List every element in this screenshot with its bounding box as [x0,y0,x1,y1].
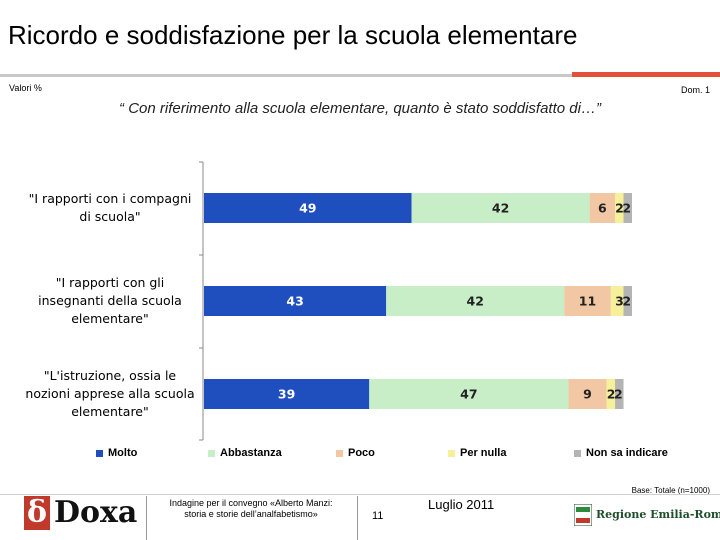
legend-swatch [448,449,455,457]
data-label: 42 [492,201,509,216]
bar-segment-non-sa-indicare [615,379,624,409]
category-label-line: elementare" [71,404,149,419]
bar-segment-poco [564,286,611,316]
region-logo: Regione Emilia-Romagna [574,502,720,532]
category-label: "I rapporti con i compagni di scuola" [29,191,192,224]
region-name: Regione Emilia-Romagna [596,508,720,521]
bar-segment-per-nulla [615,193,624,223]
category-label: "L'istruzione, ossia le nozioni apprese a… [25,368,194,419]
bar-segment-poco [568,379,607,409]
category-label-line: di scuola" [79,209,140,224]
legend-swatch [336,449,343,457]
data-label: 2 [614,387,623,402]
data-label: 2 [622,294,631,309]
legend-swatch [574,449,581,457]
footer-divider [0,494,720,495]
values-unit-label: Valori % [9,83,42,93]
data-label: 49 [299,201,316,216]
data-label: 11 [579,294,596,309]
report-date: Luglio 2011 [428,497,495,512]
page-title: Ricordo e soddisfazione per la scuola el… [8,20,578,50]
survey-question: “ Con riferimento alla scuola elementare… [119,100,601,117]
data-label: 2 [607,387,616,402]
legend-item: Non sa indicare [574,447,668,459]
legend-swatch [96,449,103,457]
bar-segment-abbastanza [386,286,565,316]
stacked-bar-chart: "I rapporti con i compagni di scuola" 49 42… [25,161,632,441]
data-label: 47 [460,387,477,402]
legend-swatch [208,449,215,457]
legend-item: Molto [96,447,137,459]
footer-info-box [146,496,358,540]
region-flag-icon [574,504,592,526]
bar-segment-per-nulla [610,286,624,316]
data-label: 43 [286,294,303,309]
legend-label: Per nulla [460,447,507,459]
legend-item: Poco [336,447,375,459]
category-label-line: elementare" [71,311,149,326]
bar-segment-non-sa-indicare [623,286,632,316]
doxa-logo-word: Doxa [54,495,138,530]
question-number: Dom. 1 [680,85,710,95]
legend-label: Poco [348,447,375,459]
bar-segment-abbastanza [411,193,590,223]
data-label: 2 [622,201,631,216]
legend-label: Molto [108,447,138,459]
data-label: 39 [278,387,295,402]
data-label: 2 [615,201,624,216]
legend-label: Abbastanza [220,447,282,459]
title-underline [0,74,572,77]
doxa-logo: δ Doxa [24,495,138,532]
category-label-line: "I rapporti con gli [56,275,165,290]
doxa-logo-mark: δ [24,496,50,530]
bar-segment-per-nulla [606,379,616,409]
page-number: 11 [372,510,384,522]
bar-segment-molto [204,286,387,316]
data-label: 9 [583,387,592,402]
data-label: 3 [615,294,624,309]
footer-line-1: Indagine per il convegno «Alberto Manzi: [169,498,333,508]
data-label: 42 [467,294,484,309]
base-note: Base: Totale (n=1000) [631,486,710,495]
category-label-line: "I rapporti con i compagni [29,191,192,206]
legend-item: Abbastanza [208,447,282,459]
category-label: "I rapporti con gli insegnanti della scuo… [38,275,182,326]
title-accent-bar [572,72,720,77]
category-label-line: insegnanti della scuola [38,293,182,308]
bar-segment-poco [589,193,616,223]
footer-survey-note: Indagine per il convegno «Alberto Manzi:… [148,498,354,520]
category-label-line: "L'istruzione, ossia le [44,368,177,383]
bar-segment-non-sa-indicare [623,193,632,223]
data-label: 6 [598,201,607,216]
footer-line-2: storia e storie dell’analfabetismo» [184,509,318,519]
legend-item: Per nulla [448,447,506,459]
bar-segment-molto [204,193,412,223]
legend-label: Non sa indicare [586,447,668,459]
bar-segment-abbastanza [369,379,569,409]
bar-segment-molto [204,379,370,409]
category-label-line: nozioni apprese alla scuola [25,386,194,401]
